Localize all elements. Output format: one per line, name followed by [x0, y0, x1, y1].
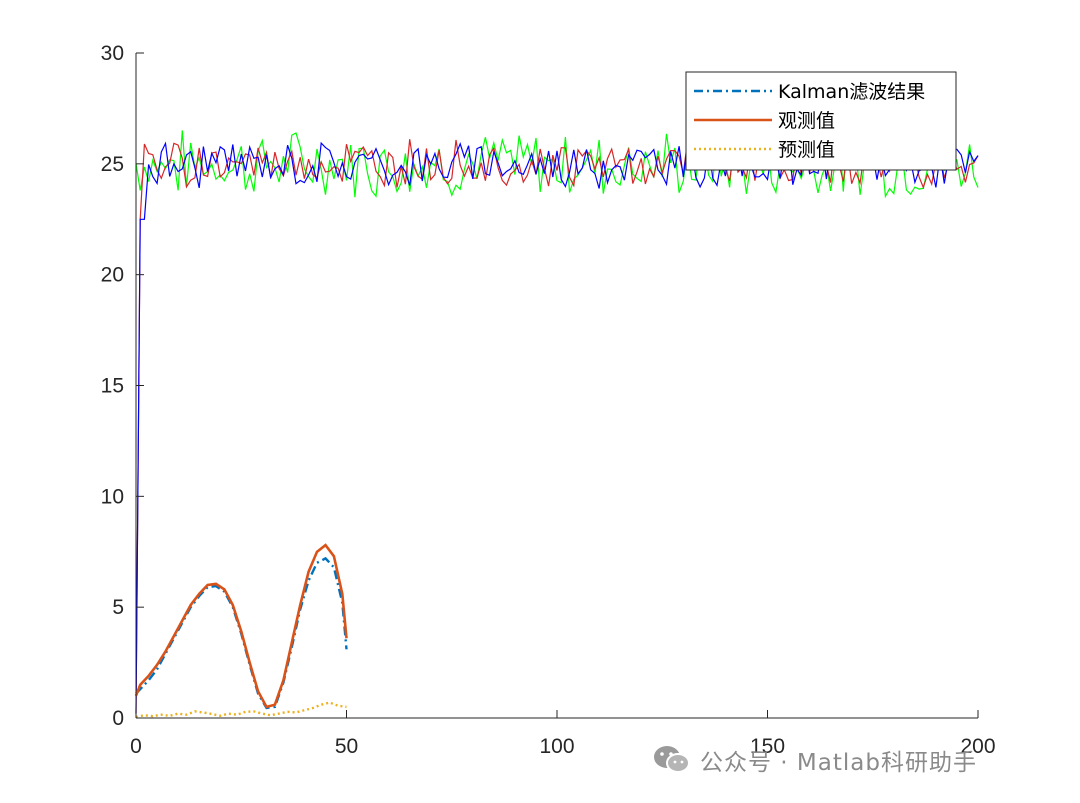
y-tick-label: 0: [112, 707, 124, 730]
x-tick-label: 150: [750, 735, 785, 758]
x-tick-label: 0: [130, 735, 142, 758]
y-tick-label: 30: [101, 42, 124, 65]
axes: 0 5 10 15 20 25 30 0 50 100 150 200: [101, 42, 996, 758]
y-tick-label: 15: [101, 375, 124, 398]
x-tick-label: 200: [960, 735, 995, 758]
legend-label: Kalman滤波结果: [778, 81, 925, 103]
plot-area: [134, 130, 979, 719]
x-tick-label: 50: [335, 735, 358, 758]
series-line-1: [134, 543, 348, 709]
series-line-2: [135, 701, 347, 719]
legend-label: 观测值: [778, 110, 835, 132]
x-tick-label: 100: [539, 735, 574, 758]
y-tick-label: 20: [101, 264, 124, 287]
noise-line-2: [135, 140, 979, 714]
noise-line-1: [135, 139, 979, 714]
watermark-text: 公众号 · Matlab科研助手: [700, 750, 977, 776]
wechat-icon: [654, 746, 690, 773]
legend-label: 预测值: [778, 139, 835, 161]
y-tick-label: 25: [101, 153, 124, 176]
y-tick-label: 5: [112, 596, 124, 619]
y-tick-label: 10: [101, 485, 124, 508]
watermark: 公众号 · Matlab科研助手: [652, 743, 977, 777]
